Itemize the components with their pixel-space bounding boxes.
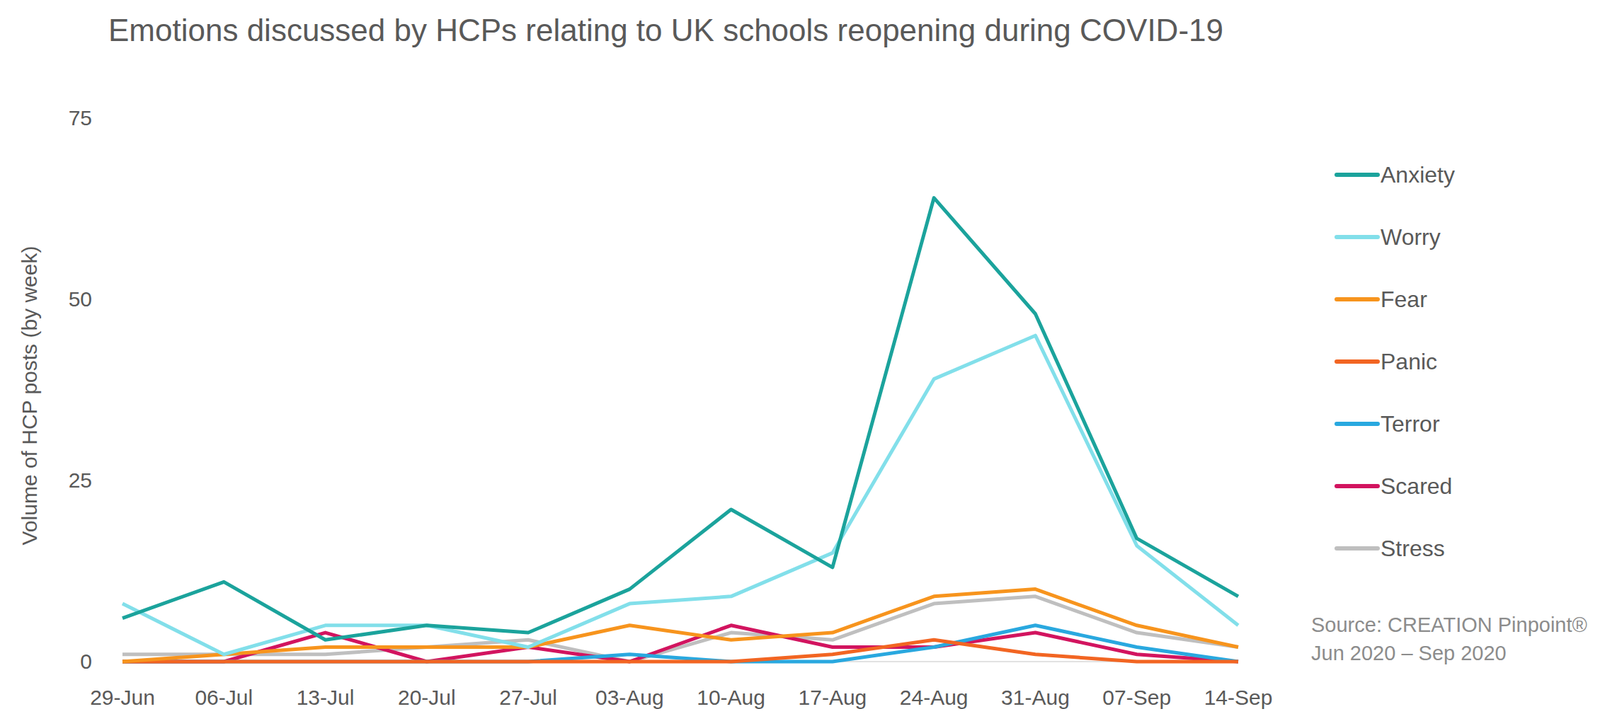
- series-line: [122, 625, 1239, 662]
- x-tick-label: 29-Jun: [89, 686, 156, 710]
- source-note: Source: CREATION Pinpoint®: [1311, 613, 1588, 637]
- legend-swatch: [1336, 484, 1378, 489]
- legend-label: Terror: [1380, 411, 1440, 437]
- series-line: [122, 198, 1239, 641]
- x-tick-label: 31-Aug: [1001, 686, 1070, 710]
- x-tick-label: 20-Jul: [397, 686, 456, 710]
- legend-label: Stress: [1380, 535, 1445, 562]
- plot-area: [122, 198, 1239, 662]
- legend-label: Worry: [1380, 224, 1441, 250]
- series-line: [122, 625, 1239, 662]
- x-tick-label: 13-Jul: [296, 686, 355, 710]
- legend-swatch: [1336, 235, 1378, 240]
- chart: Emotions discussed by HCPs relating to U…: [0, 0, 1600, 726]
- y-tick-label: 75: [68, 106, 93, 130]
- x-tick-label: 17-Aug: [798, 686, 868, 710]
- legend-swatch: [1336, 297, 1378, 302]
- x-tick-label: 10-Aug: [696, 686, 766, 710]
- legend-label: Anxiety: [1380, 162, 1455, 188]
- source-note: Jun 2020 – Sep 2020: [1311, 642, 1507, 665]
- series-line: [122, 596, 1239, 662]
- legend-label: Panic: [1380, 349, 1438, 375]
- legend-label: Scared: [1380, 473, 1453, 500]
- chart-title: Emotions discussed by HCPs relating to U…: [108, 12, 1224, 48]
- legend-swatch: [1336, 421, 1378, 427]
- x-tick-label: 06-Jul: [194, 686, 253, 710]
- x-tick-label: 24-Aug: [899, 686, 969, 710]
- x-tick-label: 27-Jul: [499, 686, 558, 710]
- x-tick-label: 14-Sep: [1204, 686, 1273, 710]
- x-tick-label: 03-Aug: [595, 686, 665, 710]
- legend-swatch: [1336, 359, 1378, 364]
- y-tick-label: 25: [68, 468, 93, 493]
- y-tick-label: 0: [80, 649, 93, 674]
- y-axis-label: Volume of HCP posts (by week): [17, 246, 42, 546]
- legend-swatch: [1336, 172, 1378, 177]
- legend-label: Fear: [1380, 286, 1428, 313]
- legend-swatch: [1336, 546, 1378, 551]
- x-tick-label: 07-Sep: [1102, 686, 1171, 710]
- series-line: [122, 335, 1239, 655]
- y-tick-label: 50: [68, 287, 93, 311]
